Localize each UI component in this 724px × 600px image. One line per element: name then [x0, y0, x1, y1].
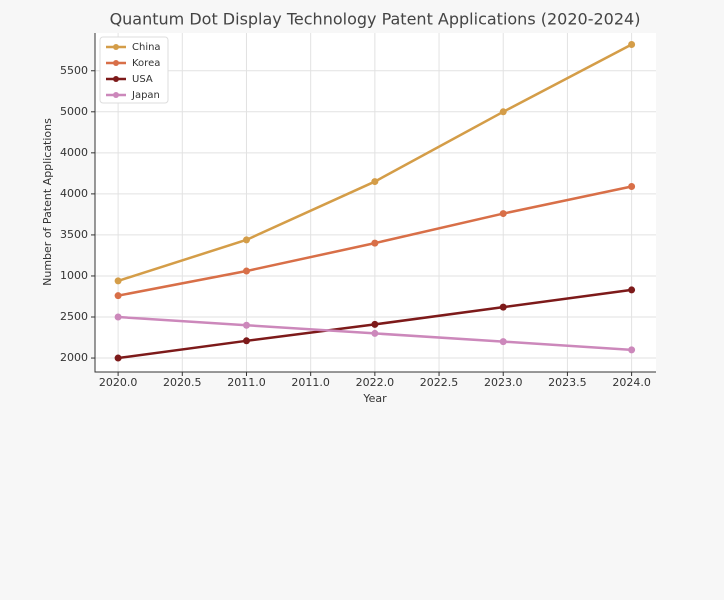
y-tick-label: 2000 [60, 351, 88, 364]
data-point [628, 346, 635, 353]
legend-marker [113, 76, 119, 82]
data-point [243, 236, 250, 243]
data-point [500, 304, 507, 311]
legend-marker [113, 60, 119, 66]
y-axis-label: Number of Patent Applications [41, 118, 54, 286]
data-point [115, 314, 122, 321]
data-point [628, 41, 635, 48]
data-point [371, 178, 378, 185]
y-tick-label: 4000 [60, 146, 88, 159]
legend-label: Korea [132, 58, 160, 69]
legend-marker [113, 44, 119, 50]
data-point [115, 277, 122, 284]
data-point [243, 337, 250, 344]
x-tick-label: 2023.5 [548, 376, 587, 389]
data-point [243, 268, 250, 275]
data-point [628, 183, 635, 190]
data-point [500, 338, 507, 345]
y-tick-label: 4000 [60, 187, 88, 200]
y-tick-label: 5500 [60, 64, 88, 77]
chart-title: Quantum Dot Display Technology Patent Ap… [110, 10, 641, 29]
y-tick-label: 3500 [60, 228, 88, 241]
x-tick-label: 2020.0 [99, 376, 138, 389]
x-tick-label: 2020.5 [163, 376, 202, 389]
y-tick-label: 1000 [60, 269, 88, 282]
x-tick-label: 2023.0 [484, 376, 523, 389]
data-point [628, 286, 635, 293]
data-point [115, 355, 122, 362]
x-tick-label: 2022.5 [420, 376, 459, 389]
x-tick-label: 2024.0 [612, 376, 651, 389]
x-axis-label: Year [362, 392, 387, 405]
legend-label: USA [132, 74, 153, 85]
legend-label: Japan [131, 90, 160, 101]
data-point [371, 330, 378, 337]
data-point [500, 108, 507, 115]
data-point [371, 321, 378, 328]
data-point [243, 322, 250, 329]
x-tick-label: 2011.0 [291, 376, 330, 389]
legend-label: China [132, 42, 161, 53]
y-tick-label: 2500 [60, 310, 88, 323]
legend-marker [113, 92, 119, 98]
data-point [115, 292, 122, 299]
y-tick-label: 5000 [60, 105, 88, 118]
data-point [500, 210, 507, 217]
data-point [371, 240, 378, 247]
x-tick-label: 2011.0 [227, 376, 266, 389]
x-tick-label: 2022.0 [356, 376, 395, 389]
